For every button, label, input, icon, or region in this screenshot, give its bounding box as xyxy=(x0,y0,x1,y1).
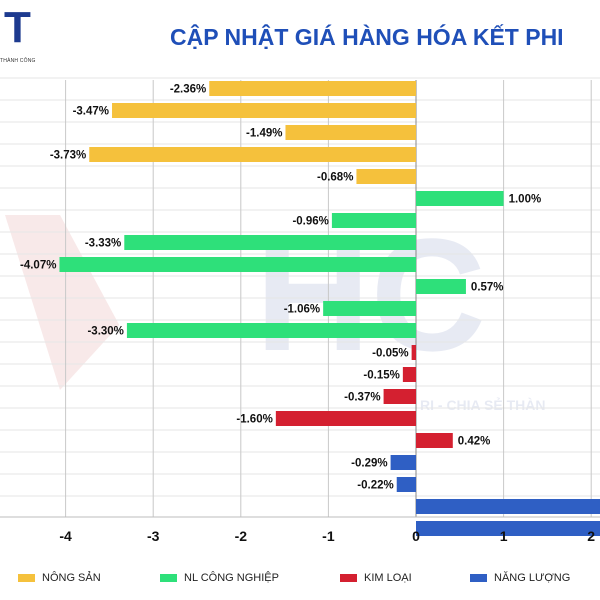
bar xyxy=(411,345,416,360)
bar xyxy=(285,125,416,140)
data-label: -0.15% xyxy=(363,370,399,382)
data-label: -0.37% xyxy=(344,392,380,404)
data-label: 0.57% xyxy=(471,282,504,294)
bar xyxy=(275,411,416,426)
data-label: 0.42% xyxy=(458,436,491,448)
x-tick-label: -3 xyxy=(147,528,160,544)
legend-swatch xyxy=(470,574,487,582)
legend-item: KIM LOẠI xyxy=(340,572,412,584)
legend-label: KIM LOẠI xyxy=(364,572,412,584)
legend-item: NL CÔNG NGHIỆP xyxy=(160,572,279,584)
data-labels: -2.36% -3.47% -1.49% -3.73% -0.68% 1.00% -0.96… xyxy=(20,84,541,492)
bar xyxy=(59,257,417,272)
legend-swatch xyxy=(18,574,35,582)
legend-label: NL CÔNG NGHIỆP xyxy=(184,572,279,584)
bar xyxy=(416,499,600,514)
legend-item: NĂNG LƯỢNG xyxy=(470,572,570,584)
bar xyxy=(390,455,416,470)
x-tick-label: 2 xyxy=(587,528,595,544)
bar xyxy=(126,323,417,338)
x-tick-label: -4 xyxy=(59,528,72,544)
legend-swatch xyxy=(340,574,357,582)
watermark-letters: HC xyxy=(255,205,486,384)
bar xyxy=(323,301,416,316)
data-label: -0.22% xyxy=(357,480,393,492)
data-label: -0.96% xyxy=(292,216,328,228)
x-tick-label: 0 xyxy=(412,528,420,544)
data-label: -1.60% xyxy=(236,414,272,426)
data-label: -3.30% xyxy=(87,326,123,338)
data-label: -0.68% xyxy=(317,172,353,184)
legend-item: NÔNG SẢN xyxy=(18,572,101,584)
data-label: -1.06% xyxy=(284,304,320,316)
bar xyxy=(356,169,416,184)
bar xyxy=(112,103,416,118)
chart-title: CẬP NHẬT GIÁ HÀNG HÓA KẾT PHI xyxy=(170,24,564,50)
grid xyxy=(0,77,600,518)
data-label: -1.49% xyxy=(246,128,282,140)
logo-letter: T xyxy=(4,3,31,52)
bar xyxy=(124,235,417,250)
data-label: -0.05% xyxy=(372,348,408,360)
legend: NÔNG SẢN NL CÔNG NGHIỆP KIM LOẠI NĂNG LƯỢNG xyxy=(0,572,600,592)
x-axis-ticks: -4 -3 -2 -1 0 1 2 xyxy=(59,528,595,544)
data-label: -0.29% xyxy=(351,458,387,470)
watermark-tagline: RI - CHIA SẺ THÀN xyxy=(420,397,545,413)
bar xyxy=(402,367,416,382)
bar xyxy=(416,191,504,206)
data-label: -2.36% xyxy=(170,84,206,96)
bar xyxy=(331,213,416,228)
logo-subtitle: THÀNH CÔNG xyxy=(0,58,36,64)
bar xyxy=(416,521,600,536)
logo: T THÀNH CÔNG xyxy=(0,0,50,70)
legend-label: NÔNG SẢN xyxy=(42,572,101,584)
data-label: 1.00% xyxy=(509,194,542,206)
bar xyxy=(209,81,416,96)
x-tick-label: 1 xyxy=(500,528,508,544)
bar xyxy=(416,279,466,294)
bar xyxy=(416,433,453,448)
x-tick-label: -2 xyxy=(235,528,248,544)
x-tick-label: -1 xyxy=(322,528,335,544)
data-label: -3.47% xyxy=(73,106,109,118)
data-label: -4.07% xyxy=(20,260,56,272)
bar xyxy=(396,477,416,492)
legend-label: NĂNG LƯỢNG xyxy=(494,572,571,584)
data-label: -3.73% xyxy=(50,150,86,162)
data-label: -3.33% xyxy=(85,238,121,250)
bar xyxy=(89,147,416,162)
legend-swatch xyxy=(160,574,177,582)
bars xyxy=(59,81,600,536)
bar xyxy=(383,389,416,404)
